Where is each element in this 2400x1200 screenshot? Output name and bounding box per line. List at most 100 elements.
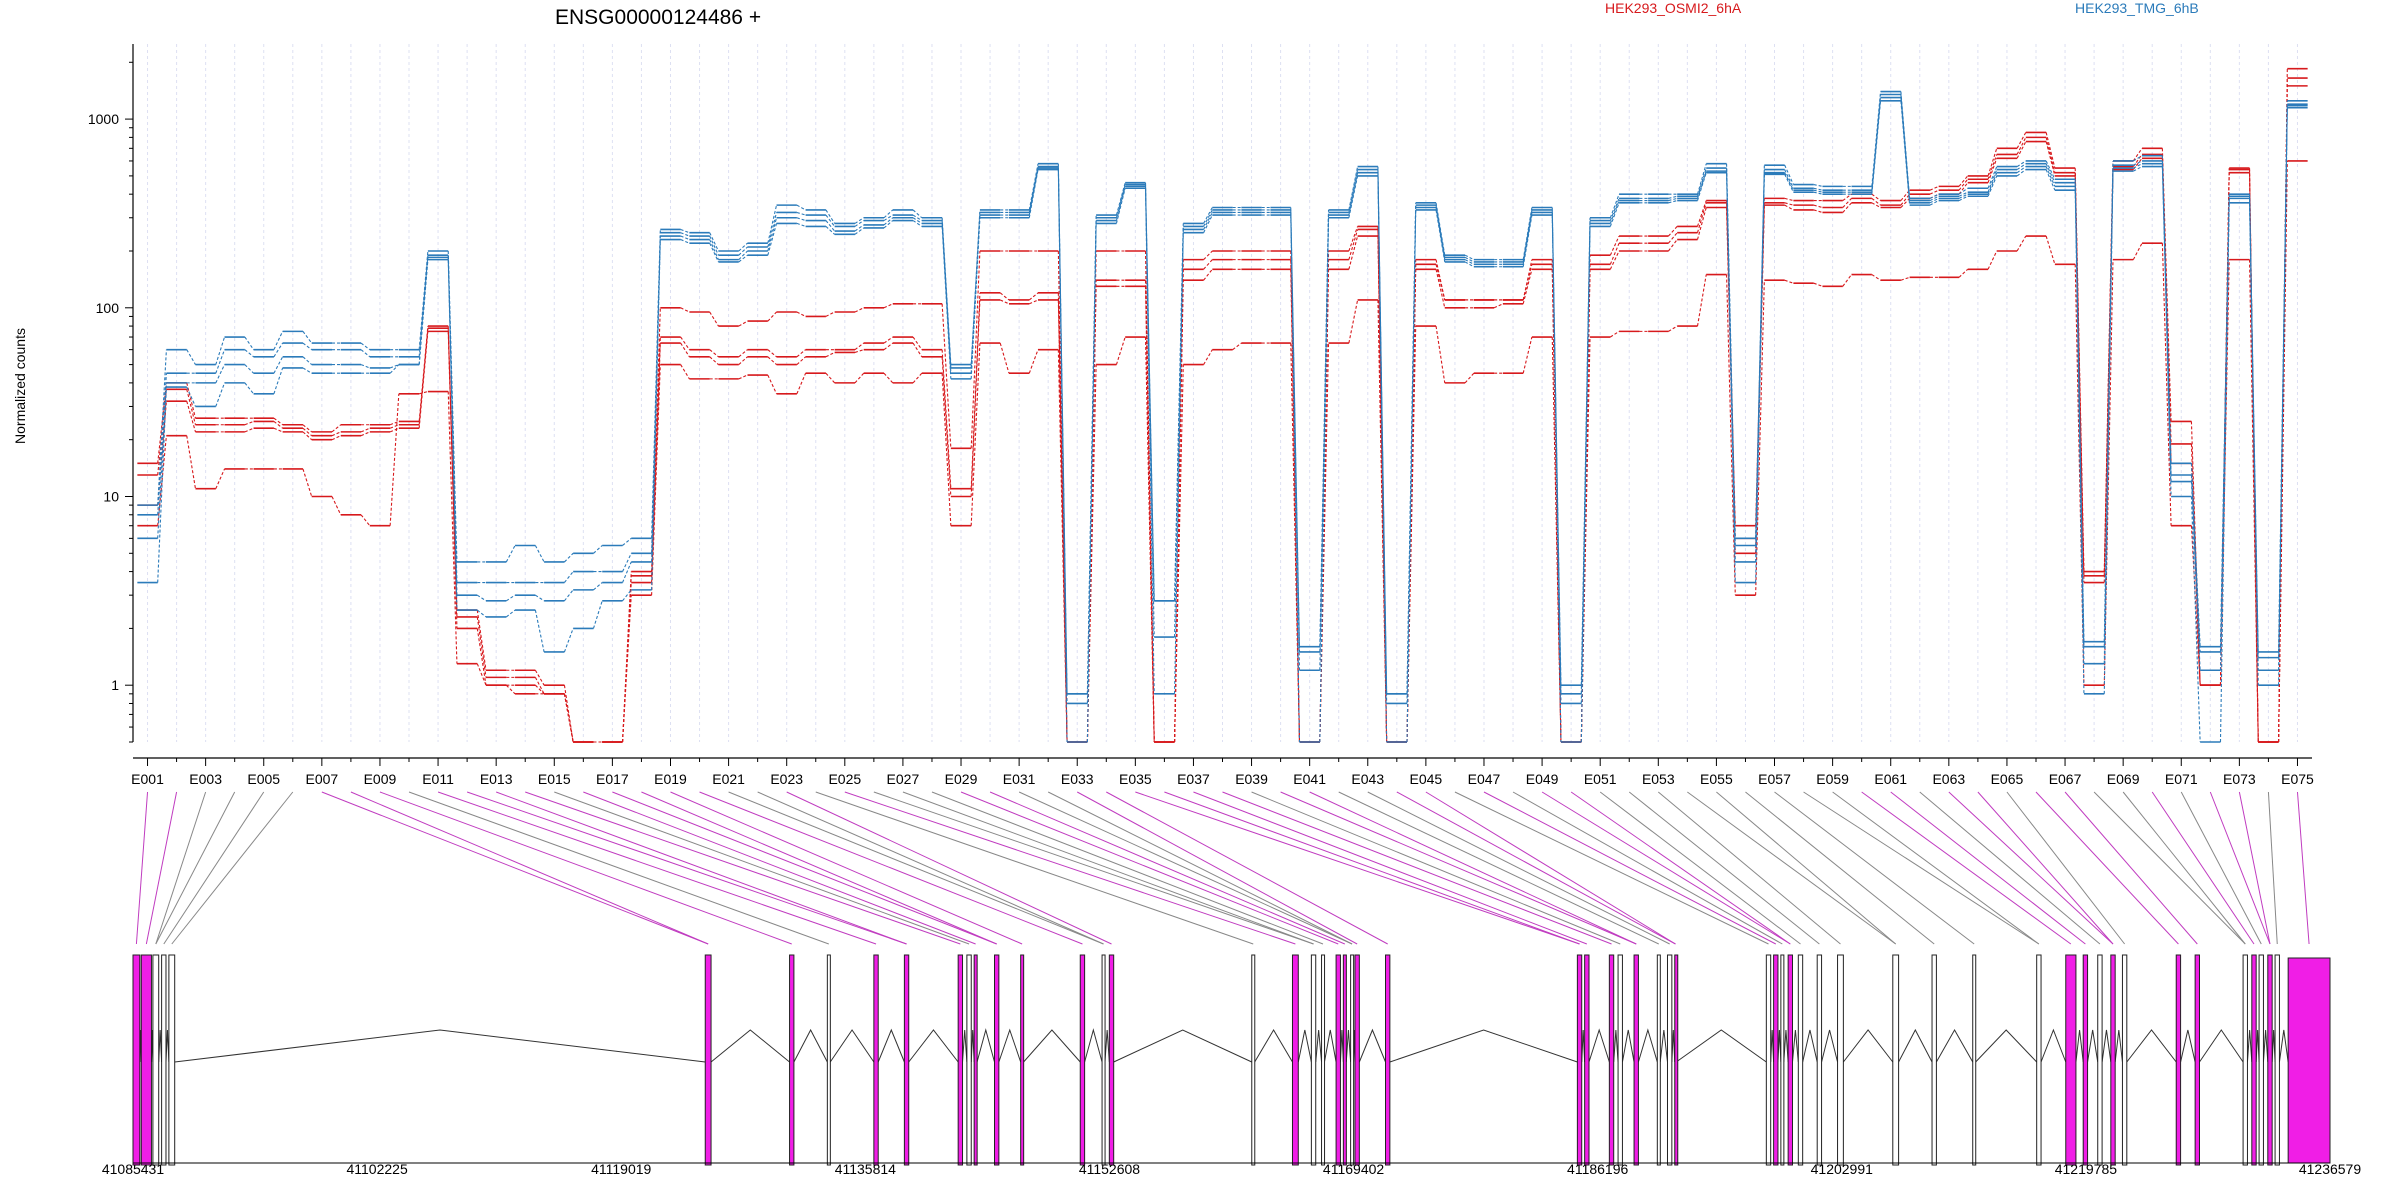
exon-box bbox=[1291, 954, 1299, 1166]
exon-box bbox=[1773, 954, 1779, 1166]
exon-connector bbox=[1164, 791, 1580, 945]
exon-connector bbox=[1135, 791, 1580, 945]
exon-label: E013 bbox=[480, 771, 513, 787]
series-connector bbox=[1784, 202, 1794, 206]
series-connector bbox=[622, 561, 632, 583]
series-connector bbox=[1871, 100, 1882, 195]
series-connector bbox=[883, 303, 893, 309]
series-connector bbox=[1028, 292, 1039, 301]
intron bbox=[1613, 1029, 1619, 1063]
series-connector bbox=[1435, 269, 1446, 308]
exon-label: E025 bbox=[828, 771, 861, 787]
intron bbox=[1675, 1029, 1767, 1063]
exon-box bbox=[1972, 954, 1977, 1166]
series-connector bbox=[1755, 205, 1765, 554]
exon-box bbox=[1617, 954, 1623, 1166]
series-connector bbox=[1522, 336, 1533, 374]
series-connector bbox=[1144, 188, 1155, 694]
series-connector bbox=[1813, 204, 1823, 209]
series-connector bbox=[1319, 217, 1330, 743]
series-connector bbox=[1784, 204, 1794, 211]
exon-connector bbox=[1018, 791, 1353, 945]
series-connector bbox=[535, 684, 545, 695]
exon-connector bbox=[1483, 791, 1777, 945]
exon-connector bbox=[525, 791, 961, 945]
exon-connector bbox=[1570, 791, 1791, 945]
series-connector bbox=[2278, 107, 2288, 686]
series-connector bbox=[912, 209, 923, 219]
series-connector bbox=[709, 232, 719, 252]
series-connector bbox=[912, 342, 923, 358]
gene-model bbox=[132, 954, 2331, 1166]
series-connector bbox=[1609, 200, 1620, 224]
series-connector bbox=[2045, 166, 2056, 187]
series-connector bbox=[1290, 212, 1301, 671]
series-connector bbox=[1174, 364, 1184, 743]
y-axis-label: Normalized counts bbox=[12, 328, 28, 444]
series-connector bbox=[1203, 214, 1213, 233]
exon-connector bbox=[1425, 791, 1676, 945]
series-connector bbox=[825, 220, 836, 232]
series-connector bbox=[476, 594, 487, 602]
series-connector bbox=[2045, 235, 2056, 265]
series-connector bbox=[1784, 174, 1794, 193]
series-connector bbox=[1348, 235, 1359, 270]
exon-box bbox=[873, 954, 879, 1166]
intron bbox=[1104, 1029, 1110, 1063]
series-connector bbox=[1522, 207, 1533, 260]
genomic-tick-label: 41102225 bbox=[346, 1161, 407, 1177]
series-connector bbox=[389, 427, 400, 433]
series-connector bbox=[1668, 232, 1678, 244]
series-connector bbox=[651, 236, 661, 562]
series-connector bbox=[1958, 175, 1969, 187]
y-tick-label: 1000 bbox=[88, 111, 119, 127]
series-connector bbox=[854, 342, 865, 351]
intron bbox=[976, 1028, 995, 1063]
exon-box bbox=[957, 954, 964, 1166]
exon-box bbox=[1837, 954, 1844, 1166]
series-connector bbox=[535, 594, 545, 602]
series-connector bbox=[1144, 184, 1155, 601]
exon-connector bbox=[844, 791, 1296, 945]
series-connector bbox=[360, 349, 371, 358]
series-connector bbox=[1696, 163, 1707, 195]
intron bbox=[2246, 1029, 2253, 1063]
series-red-3 bbox=[137, 160, 2308, 743]
series-connector bbox=[1958, 182, 1969, 195]
exon-box bbox=[1892, 954, 1900, 1166]
intron bbox=[2199, 1029, 2244, 1063]
intron bbox=[1621, 1029, 1635, 1063]
series-connector bbox=[1668, 197, 1678, 202]
exon-box bbox=[1079, 954, 1086, 1166]
exon-label: E065 bbox=[1991, 771, 2024, 787]
series-connector bbox=[1522, 209, 1533, 263]
exon-box bbox=[1674, 954, 1679, 1166]
exon-connector bbox=[1454, 791, 1769, 945]
series-connector bbox=[796, 217, 806, 222]
series-connector bbox=[1726, 172, 1736, 583]
series-connector bbox=[244, 336, 255, 350]
series-connector bbox=[1348, 175, 1359, 218]
intron bbox=[710, 1029, 790, 1063]
series-connector bbox=[796, 211, 806, 216]
series-connector bbox=[2132, 148, 2143, 162]
series-connector bbox=[1203, 259, 1213, 270]
exon-box bbox=[1608, 954, 1615, 1166]
series-connector bbox=[970, 343, 981, 526]
series-connector bbox=[186, 435, 197, 489]
series-connector bbox=[2045, 141, 2056, 177]
exon-label: E033 bbox=[1061, 771, 1094, 787]
series-connector bbox=[767, 217, 778, 252]
series-connector bbox=[534, 669, 545, 686]
exon-label: E051 bbox=[1584, 771, 1617, 787]
intron bbox=[1315, 1029, 1323, 1063]
series-connector bbox=[1668, 200, 1678, 204]
series-connector bbox=[680, 228, 690, 234]
series-connector bbox=[1522, 269, 1533, 304]
series-connector bbox=[854, 220, 864, 227]
series-connector bbox=[1987, 169, 1998, 193]
series-connector bbox=[1987, 154, 1998, 180]
exon-box bbox=[826, 954, 831, 1166]
exon-label: E061 bbox=[1874, 771, 1907, 787]
series-connector bbox=[2161, 166, 2172, 497]
